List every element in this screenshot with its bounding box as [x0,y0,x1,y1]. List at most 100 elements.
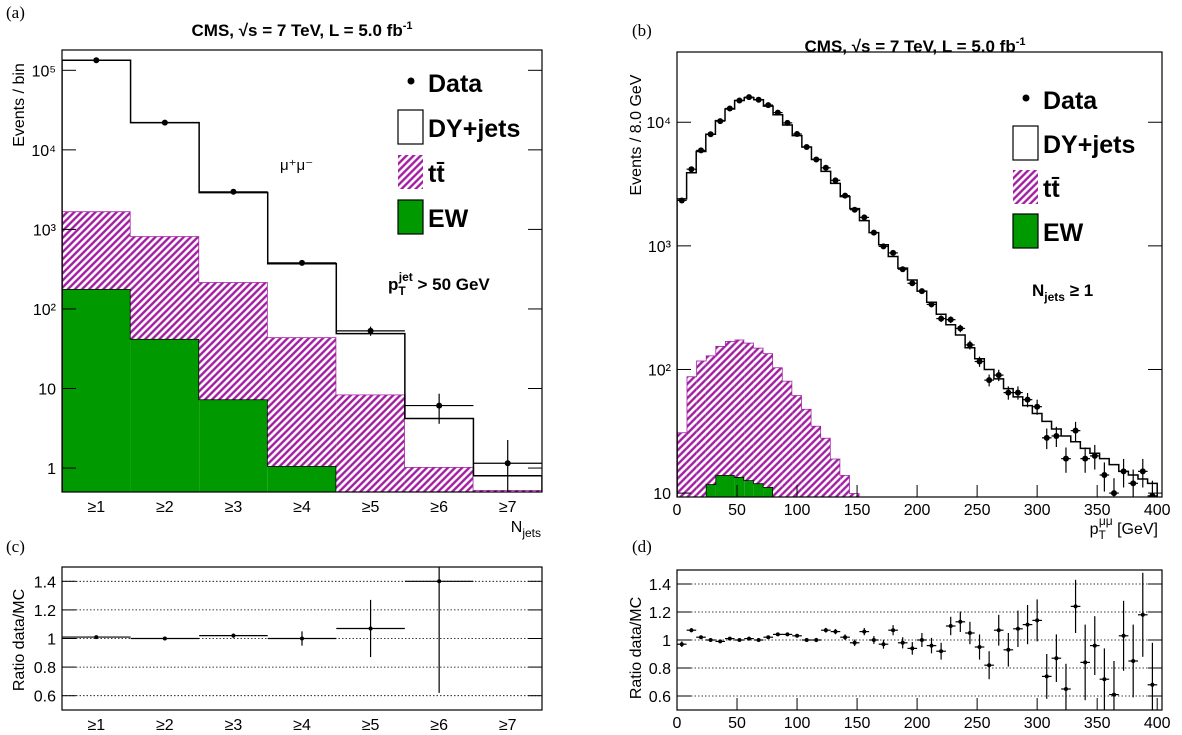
chart-title: CMS, √s = 7 TeV, L = 5.0 fb-1 [192,20,413,40]
hist-bar [715,120,726,346]
x-tick-label: 0 [673,715,682,732]
hist-bar [917,291,927,497]
hist-bar [1032,413,1042,497]
x-tick-label: ≥3 [225,717,243,734]
hist-bar [830,458,841,497]
legend-label: DY+jets [1043,131,1135,159]
data-point [437,579,442,584]
plot-area [62,57,542,497]
annotation-sub: jets [1043,290,1065,304]
hist-bar [734,100,745,340]
hist-bar [725,475,735,497]
annotation: pTjet > 50 GeV [388,270,490,298]
hist-bar [993,378,1004,497]
hist-bar [696,360,706,497]
hist-bar [811,425,822,497]
hist-bar [130,122,200,237]
data-point [1044,674,1049,679]
chart-title: CMS, √s = 7 TeV, L = 5.0 fb-1 [805,36,1026,56]
y-tick-label: 0.6 [34,689,56,706]
data-point [852,640,857,645]
data-point [746,94,753,101]
y-tick-label: 10² [33,302,57,319]
hist-bar [753,347,764,484]
hist-bar [267,466,337,492]
y-tick-label: 10² [648,362,672,379]
data-point [1014,389,1021,396]
data-point [1139,468,1146,475]
x-tick-label: ≥5 [362,717,380,734]
hist-bar [907,279,918,497]
x-tick-label: ≥2 [156,717,174,734]
hist-bar [753,99,764,348]
data-point [679,642,684,647]
annotation-text: p [388,275,398,294]
x-tick-label: 100 [784,715,811,732]
data-point [1131,659,1136,663]
y-tick-label: 10³ [33,222,57,239]
x-tick-label: 150 [844,502,871,519]
x-tick-label: 50 [728,502,746,519]
data-point [928,301,935,308]
x-tick-label: ≥3 [225,499,243,516]
data-point [756,638,761,642]
hist-bar [267,263,337,338]
data-point [822,164,829,171]
data-point [929,643,934,648]
hist-bar [267,337,337,467]
hist-bar [782,380,793,497]
data-point [919,638,924,642]
data-point [870,229,877,236]
data-point [1072,427,1079,434]
legend-label: EW [428,205,469,233]
x-tick-label: 300 [1024,502,1051,519]
data-point [842,192,849,199]
data-point [774,109,781,116]
data-point [851,206,858,213]
data-point [368,626,373,631]
hist-bar [705,134,716,356]
y-tick-label: 10⁵ [32,63,56,80]
data-point [861,214,868,221]
hist-bar [677,432,687,497]
data-point [367,327,374,334]
data-point [1150,682,1155,687]
data-point [1101,472,1108,479]
hist-bar [62,60,131,212]
data-point [717,118,724,125]
hist-bar [821,171,831,438]
data-point [823,628,828,633]
x-tick-label: 350 [1084,715,1111,732]
data-point [504,460,511,467]
data-point [688,166,695,173]
legend-label: tt̄ [428,160,445,188]
plot-area [62,567,542,697]
data-point [94,635,99,640]
data-point [1063,687,1068,691]
hist-bar [974,358,985,497]
hist-bar [830,183,841,459]
x-label-sub: jets [521,526,541,540]
hist-bar [734,339,745,477]
hist-bar [336,492,405,497]
data-point [1111,692,1116,697]
y-axis-label: Events / 8.0 GeV [628,74,645,195]
data-point [938,315,945,322]
data-point [1025,622,1030,627]
x-tick-label: 400 [1144,502,1171,519]
data-point [976,358,983,365]
hist-bar [849,493,860,497]
hist-bar [199,192,268,283]
panel-label: (b) [632,21,652,40]
data-point [230,188,237,195]
hist-bar [686,376,697,497]
data-point [785,632,790,637]
data-point [843,635,848,640]
hist-bar [705,355,716,485]
data-point [890,249,897,256]
data-point [794,131,801,138]
data-point [1054,656,1059,661]
hist-bar [801,147,812,409]
data-point [977,645,982,649]
x-tick-label: ≥4 [293,717,311,734]
